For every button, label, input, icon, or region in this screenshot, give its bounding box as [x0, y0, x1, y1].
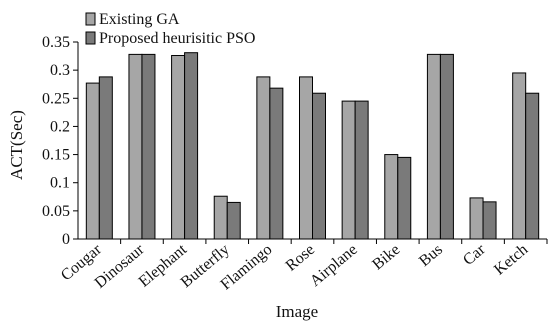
x-tick-label-car: Car	[460, 241, 489, 269]
bar-flamingo-proposed-pso	[269, 87, 284, 240]
x-tick-label-dinosaur: Dinosaur	[92, 241, 148, 292]
bar-rose-existing-ga	[299, 76, 313, 240]
bar-dinosaur-existing-ga	[128, 53, 143, 240]
y-axis-title: ACT(Sec)	[7, 110, 26, 180]
x-tick-label-rose: Rose	[283, 241, 318, 275]
y-tick-label: 0.05	[42, 203, 70, 220]
x-tick-label-airplane: Airplane	[307, 241, 361, 290]
bar-airplane-existing-ga	[341, 100, 356, 240]
y-tick-label: 0.25	[42, 90, 70, 107]
bar-airplane-proposed-pso	[354, 100, 369, 240]
bar-cougar-proposed-pso	[98, 76, 113, 240]
bar-flamingo-existing-ga	[256, 76, 271, 240]
y-axis-ticks: 0 0.05 0.1 0.15 0.2 0.25 0.3 0.35	[42, 34, 78, 248]
x-tick-label-ketch: Ketch	[491, 241, 531, 279]
y-tick-label: 0.2	[50, 118, 70, 135]
legend-swatch-existing-ga	[85, 12, 96, 26]
y-tick-label: 0.35	[42, 34, 70, 51]
y-tick-label: 0.15	[42, 147, 70, 164]
legend-swatch-proposed-pso	[85, 31, 96, 45]
bar-car-existing-ga	[469, 197, 484, 240]
bar-car-proposed-pso	[482, 201, 497, 240]
bar-bus-existing-ga	[426, 53, 441, 240]
chart-legend: Existing GA Proposed heurisitic PSO	[85, 11, 255, 47]
bar-cougar-existing-ga	[85, 82, 100, 240]
bar-butterfly-proposed-pso	[226, 201, 241, 240]
bar-ketch-proposed-pso	[525, 92, 540, 240]
bar-bus-proposed-pso	[439, 53, 454, 240]
legend-label-existing-ga: Existing GA	[99, 11, 180, 28]
bar-series	[85, 52, 540, 240]
y-tick-label: 0	[62, 231, 70, 248]
bar-dinosaur-proposed-pso	[141, 53, 156, 240]
bar-ketch-existing-ga	[512, 72, 527, 240]
x-axis-title: Image	[276, 302, 318, 321]
y-tick-label: 0.1	[50, 175, 70, 192]
legend-label-proposed-pso: Proposed heurisitic PSO	[99, 30, 255, 47]
bar-rose-proposed-pso	[312, 92, 326, 240]
y-tick-label: 0.3	[50, 62, 70, 79]
bar-butterfly-existing-ga	[213, 195, 228, 240]
bar-elephant-existing-ga	[171, 55, 186, 240]
bar-bike-proposed-pso	[397, 156, 412, 240]
bar-bike-existing-ga	[384, 154, 399, 240]
x-tick-label-bus: Bus	[416, 241, 446, 270]
bar-elephant-proposed-pso	[184, 52, 199, 240]
x-tick-label-bike: Bike	[369, 241, 403, 273]
